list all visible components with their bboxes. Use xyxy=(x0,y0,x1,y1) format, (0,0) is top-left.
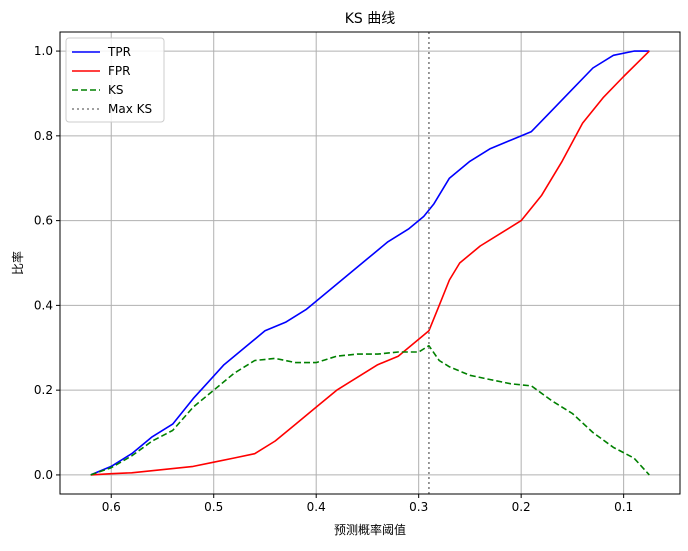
chart-title: KS 曲线 xyxy=(345,11,396,27)
series-layer xyxy=(90,32,650,494)
ticks: 0.6 0.5 0.4 0.3 0.2 0.1 0.0 0.2 0.4 0.6 0.8 1.0 xyxy=(34,44,633,514)
legend-label-fpr: FPR xyxy=(108,64,130,78)
x-tick-label: 0.4 xyxy=(307,500,326,514)
x-tick-label: 0.2 xyxy=(512,500,531,514)
x-axis-title: 预测概率阈值 xyxy=(334,522,406,537)
y-tick-label: 0.2 xyxy=(34,383,53,397)
x-tick-label: 0.1 xyxy=(614,500,633,514)
y-tick-label: 0.8 xyxy=(34,129,53,143)
plot-frame xyxy=(59,31,681,495)
legend-label-max-ks: Max KS xyxy=(108,102,152,116)
legend-label-ks: KS xyxy=(108,83,124,97)
x-tick-label: 0.5 xyxy=(204,500,223,514)
x-tick-label: 0.3 xyxy=(409,500,428,514)
y-tick-label: 0.0 xyxy=(34,468,53,482)
legend-label-tpr: TPR xyxy=(107,45,131,59)
legend-box xyxy=(65,37,165,123)
fpr-series-line xyxy=(90,50,650,476)
x-tick-label: 0.6 xyxy=(102,500,121,514)
y-tick-label: 0.4 xyxy=(34,298,53,312)
y-tick-label: 1.0 xyxy=(34,44,53,58)
tpr-series-line xyxy=(90,50,650,476)
legend: TPR FPR KS Max KS xyxy=(65,37,165,123)
y-axis-title: 比率 xyxy=(10,251,25,275)
y-tick-label: 0.6 xyxy=(34,214,53,228)
ks-series-line xyxy=(90,344,650,476)
